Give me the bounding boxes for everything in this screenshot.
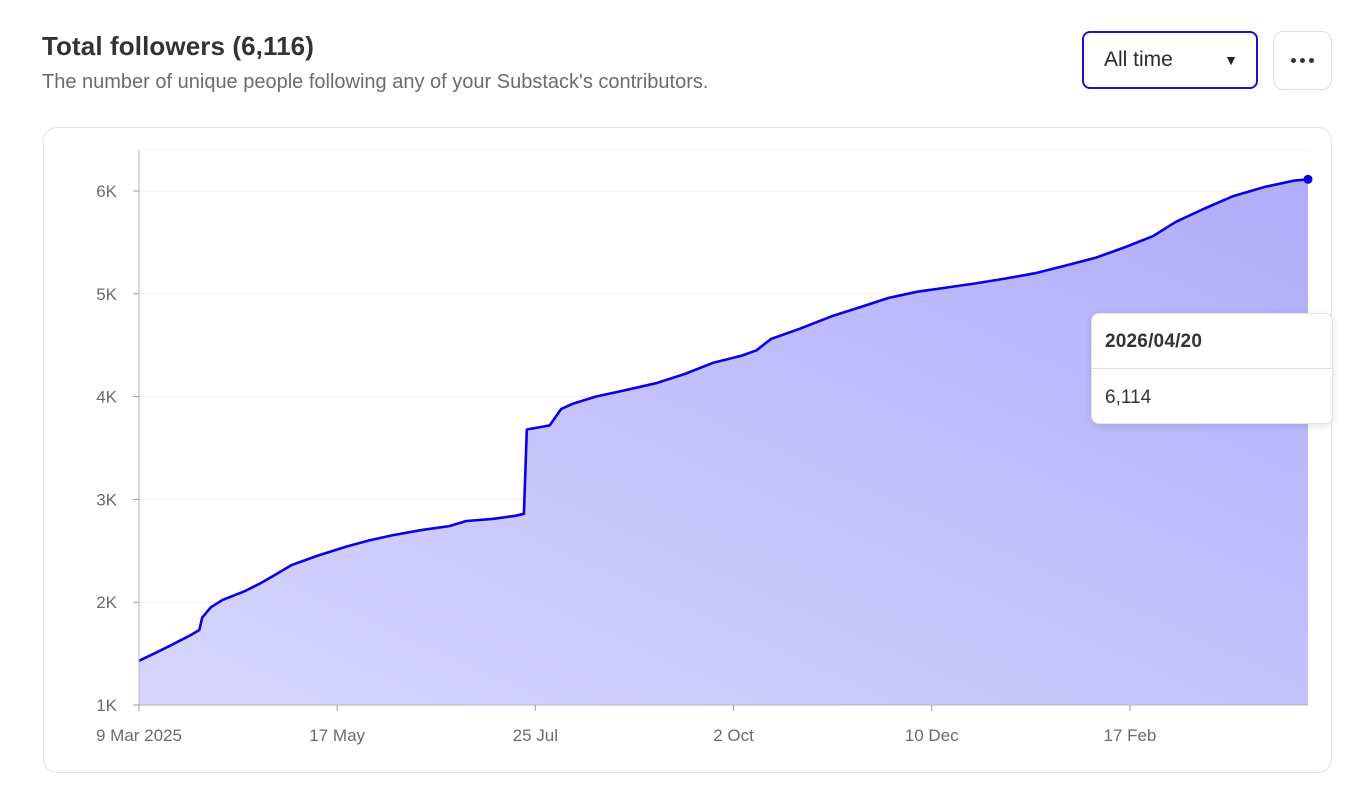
followers-chart: 1K 2K 3K 4K 5K 6K 9 Mar 2025 17 May 25 Jul 2 Oct 1… <box>96 149 1313 745</box>
y-tick-label: 4K <box>96 388 117 407</box>
header: Total followers (6,116) The number of un… <box>42 28 942 96</box>
tooltip-value: 6,114 <box>1105 387 1152 408</box>
y-tick-label: 1K <box>96 696 117 715</box>
x-tick-label: 17 Feb <box>1103 726 1156 745</box>
x-tick-label: 10 Dec <box>905 726 959 745</box>
more-options-button[interactable] <box>1273 31 1332 90</box>
page-title: Total followers (6,116) <box>42 31 314 61</box>
tooltip-divider <box>1092 368 1332 369</box>
more-horizontal-icon <box>1291 58 1314 63</box>
time-range-label: All time <box>1104 48 1173 71</box>
x-tick-label: 25 Jul <box>513 726 558 745</box>
y-tick-label: 6K <box>96 182 117 201</box>
tooltip-date: 2026/04/20 <box>1105 331 1203 352</box>
series-area <box>139 179 1308 706</box>
page-subtitle: The number of unique people following an… <box>42 71 709 93</box>
time-range-select[interactable]: All time ▼ <box>1082 31 1258 89</box>
chart-tooltip: 2026/04/20 6,114 <box>1091 313 1333 424</box>
x-tick-label: 17 May <box>309 726 365 745</box>
y-tick-label: 3K <box>96 490 117 509</box>
y-tick-label: 2K <box>96 593 117 612</box>
chart-card: 1K 2K 3K 4K 5K 6K 9 Mar 2025 17 May 25 Jul 2 Oct 1… <box>43 127 1333 773</box>
caret-down-icon: ▼ <box>1224 52 1238 68</box>
y-tick-label: 5K <box>96 285 117 304</box>
x-tick-label: 2 Oct <box>713 726 754 745</box>
highlight-point <box>1303 174 1313 184</box>
series-line <box>138 178 1309 662</box>
x-tick-label: 9 Mar 2025 <box>96 726 182 745</box>
